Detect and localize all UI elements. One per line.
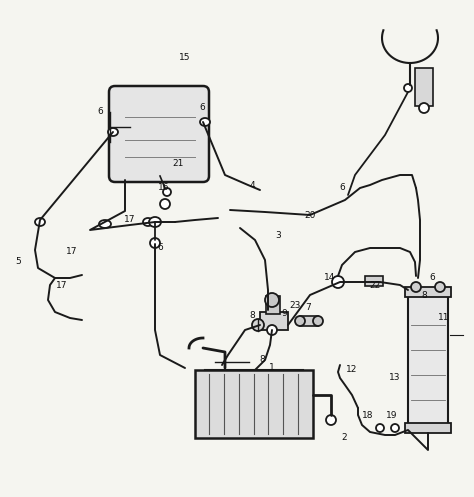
Text: 5: 5 xyxy=(15,257,21,266)
Circle shape xyxy=(150,238,160,248)
Bar xyxy=(365,276,383,286)
Circle shape xyxy=(332,276,344,288)
Bar xyxy=(405,423,451,433)
Bar xyxy=(260,312,288,330)
Text: 21: 21 xyxy=(173,159,184,167)
Text: 7: 7 xyxy=(305,304,311,313)
Text: 8: 8 xyxy=(259,355,265,364)
Text: 16: 16 xyxy=(158,183,170,192)
Text: 6: 6 xyxy=(339,182,345,191)
Bar xyxy=(266,296,280,314)
Circle shape xyxy=(295,316,305,326)
Text: 19: 19 xyxy=(386,411,398,419)
Circle shape xyxy=(376,424,384,432)
Ellipse shape xyxy=(35,218,45,226)
Text: 9: 9 xyxy=(281,309,287,318)
Text: 14: 14 xyxy=(324,273,336,282)
Text: 6: 6 xyxy=(97,107,103,116)
Circle shape xyxy=(160,199,170,209)
Text: 11: 11 xyxy=(438,314,450,323)
Circle shape xyxy=(163,188,171,196)
Text: 23: 23 xyxy=(289,301,301,310)
Ellipse shape xyxy=(143,218,153,226)
Text: 17: 17 xyxy=(56,280,68,289)
Circle shape xyxy=(435,282,445,292)
Text: 17: 17 xyxy=(66,248,78,256)
FancyBboxPatch shape xyxy=(109,86,209,182)
Text: 4: 4 xyxy=(249,180,255,189)
Circle shape xyxy=(326,415,336,425)
Ellipse shape xyxy=(149,217,161,227)
Text: 6: 6 xyxy=(157,244,163,252)
Text: 15: 15 xyxy=(179,54,191,63)
Text: 20: 20 xyxy=(304,211,316,220)
Text: 8: 8 xyxy=(249,312,255,321)
Bar xyxy=(300,316,318,326)
Bar xyxy=(408,295,448,425)
Text: 6: 6 xyxy=(199,102,205,111)
Circle shape xyxy=(411,282,421,292)
Circle shape xyxy=(313,316,323,326)
Circle shape xyxy=(252,319,264,331)
Text: 13: 13 xyxy=(389,374,401,383)
Text: 3: 3 xyxy=(275,231,281,240)
Text: 2: 2 xyxy=(341,433,347,442)
Circle shape xyxy=(419,103,429,113)
Bar xyxy=(415,68,433,106)
Text: 1: 1 xyxy=(269,363,275,372)
Bar xyxy=(405,287,451,297)
Circle shape xyxy=(391,424,399,432)
Circle shape xyxy=(404,84,412,92)
Ellipse shape xyxy=(99,220,111,228)
Text: 6: 6 xyxy=(429,272,435,281)
Bar xyxy=(195,370,313,438)
Text: 8: 8 xyxy=(421,292,427,301)
Circle shape xyxy=(267,325,277,335)
Ellipse shape xyxy=(200,118,210,126)
Text: 22: 22 xyxy=(369,280,381,289)
Text: 17: 17 xyxy=(124,216,136,225)
Text: 18: 18 xyxy=(362,411,374,419)
Circle shape xyxy=(265,293,279,307)
Ellipse shape xyxy=(108,128,118,136)
Text: 12: 12 xyxy=(346,365,358,375)
